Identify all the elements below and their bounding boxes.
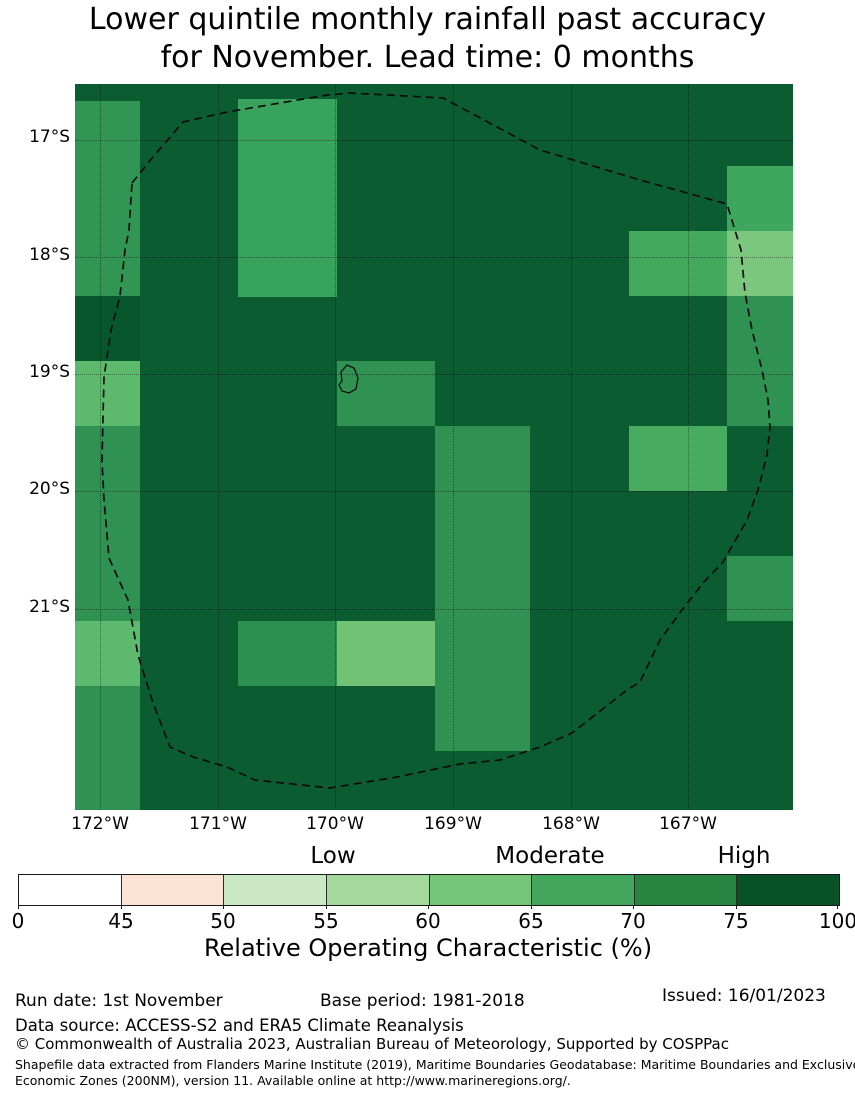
shapefile-attribution-line-2: Economic Zones (200NM), version 11. Avai… [15,1073,571,1088]
map-plot [75,84,793,810]
roc-cell [75,621,140,686]
latitude-gridline [75,374,793,375]
colorbar-tick-label: 55 [313,909,339,933]
colorbar-category-moderate: Moderate [495,843,605,869]
colorbar-ticks: 0 45 50 55 60 65 70 75 100 [12,905,855,947]
niue-island-outline [338,364,359,394]
run-date-text: Run date: 1st November [15,991,223,1011]
x-axis-tick-label: 170°W [306,814,364,834]
longitude-gridline [571,84,572,810]
colorbar-category-low: Low [310,843,356,869]
colorbar-tick-mark [121,905,122,909]
colorbar-segment [223,875,326,905]
colorbar-tick-mark [326,905,327,909]
colorbar-axis-label: Relative Operating Characteristic (%) [203,934,653,962]
y-axis-tick-label: 20°S [29,479,70,499]
colorbar-segment [19,875,121,905]
roc-cell [727,231,793,296]
colorbar-tick-mark [736,905,737,909]
x-axis-tick-label: 168°W [542,814,600,834]
data-source-text: Data source: ACCESS-S2 and ERA5 Climate … [15,1016,464,1035]
colorbar-segment [633,875,737,905]
colorbar-segment [120,875,224,905]
colorbar-tick-label: 65 [518,909,544,933]
colorbar-tick-label: 60 [415,909,441,933]
colorbar-segment [325,875,429,905]
colorbar [18,874,840,906]
colorbar-tick-label: 75 [723,909,749,933]
longitude-gridline [453,84,454,810]
colorbar-tick-mark [633,905,634,909]
x-axis-tick-label: 171°W [189,814,247,834]
longitude-gridline [218,84,219,810]
colorbar-tick-mark [223,905,224,909]
colorbar-tick-label: 70 [620,909,646,933]
colorbar-tick-mark [531,905,532,909]
shapefile-attribution-line-1: Shapefile data extracted from Flanders M… [15,1057,855,1072]
issued-date-text: Issued: 16/01/2023 [662,986,826,1006]
latitude-gridline [75,491,793,492]
copyright-text: © Commonwealth of Australia 2023, Austra… [15,1035,729,1053]
chart-title-line-2: for November. Lead time: 0 months [160,40,695,75]
roc-cell [629,231,727,296]
roc-cell [75,361,140,426]
eez-boundary-dashed-line [101,92,771,789]
x-axis-tick-label: 167°W [659,814,717,834]
colorbar-tick-mark [837,905,838,909]
y-axis-tick-label: 21°S [29,597,70,617]
x-axis-tick-label: 169°W [424,814,482,834]
roc-cell [75,426,140,621]
roc-cell [238,621,337,686]
roc-cell [337,361,435,426]
y-axis-tick-label: 19°S [29,362,70,382]
colorbar-tick-mark [428,905,429,909]
y-axis-tick-label: 18°S [29,245,70,265]
colorbar-tick-label: 50 [210,909,236,933]
colorbar-tick-mark [18,905,19,909]
colorbar-segment [428,875,532,905]
roc-cell [727,556,793,621]
longitude-gridline [335,84,336,810]
roc-cell [727,166,793,231]
colorbar-tick-label: 0 [11,909,25,933]
base-period-text: Base period: 1981-2018 [320,991,525,1011]
longitude-gridline [100,84,101,810]
colorbar-segment [531,875,634,905]
colorbar-tick-label: 45 [108,909,134,933]
roc-cell [75,296,140,361]
chart-title: Lower quintile monthly rainfall past acc… [0,1,855,77]
colorbar-segment [736,875,839,905]
roc-cell [435,426,530,751]
chart-title-line-1: Lower quintile monthly rainfall past acc… [88,2,767,37]
colorbar-category-high: High [717,843,771,869]
longitude-gridline [688,84,689,810]
y-axis-tick-label: 17°S [29,127,70,147]
colorbar-tick-label: 100 [818,909,855,933]
x-axis-tick-label: 172°W [71,814,129,834]
roc-cell [75,686,140,810]
roc-cell [238,99,337,297]
roc-cell [75,101,140,296]
roc-cell [629,426,727,491]
map-overlay-svg [101,92,771,789]
roc-cell [337,621,435,686]
latitude-gridline [75,609,793,610]
latitude-gridline [75,257,793,258]
latitude-gridline [75,140,793,141]
